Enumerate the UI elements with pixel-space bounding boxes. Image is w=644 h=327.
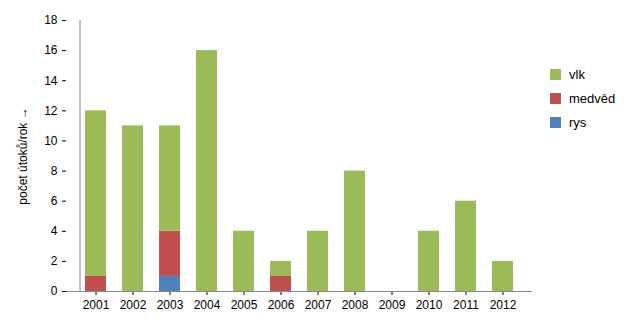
svg-text:4: 4 <box>51 224 58 238</box>
svg-text:2002: 2002 <box>120 298 147 312</box>
svg-text:8: 8 <box>51 164 58 178</box>
svg-text:2005: 2005 <box>231 298 258 312</box>
html-text:vlk: vlk <box>569 66 585 82</box>
svg-text:6: 6 <box>51 194 58 208</box>
svg-text:14: 14 <box>44 74 58 88</box>
svg-text:2010: 2010 <box>416 298 443 312</box>
svg-text:16: 16 <box>44 43 58 57</box>
svg-text:0: 0 <box>51 284 58 298</box>
html-text:rys: rys <box>569 114 587 130</box>
svg-text:18: 18 <box>44 13 58 27</box>
svg-text:2: 2 <box>51 254 58 268</box>
svg-text:počet útoků/rok →: počet útoků/rok → <box>16 107 30 204</box>
svg-text:2001: 2001 <box>83 298 110 312</box>
svg-text:2006: 2006 <box>268 298 295 312</box>
svg-text:2011: 2011 <box>453 298 479 312</box>
svg-text:12: 12 <box>44 104 58 118</box>
svg-text:2012: 2012 <box>490 298 517 312</box>
svg-text:2003: 2003 <box>157 298 184 312</box>
svg-text:2008: 2008 <box>342 298 369 312</box>
svg-text:2007: 2007 <box>305 298 332 312</box>
html-text:medvěd: medvěd <box>569 90 616 106</box>
svg-text:10: 10 <box>44 134 58 148</box>
svg-text:2009: 2009 <box>379 298 406 312</box>
svg-text:2004: 2004 <box>194 298 221 312</box>
